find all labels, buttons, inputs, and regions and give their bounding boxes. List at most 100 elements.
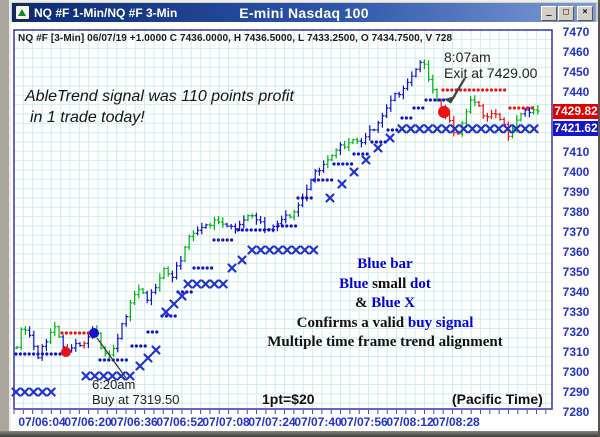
buy-pointer-line	[96, 337, 127, 379]
support-dot	[400, 116, 404, 120]
window-controls: _ □ ×	[541, 6, 593, 21]
abletrend-logo-icon	[15, 5, 30, 20]
trend-x-mark	[432, 124, 442, 134]
ohlc-bar	[334, 148, 338, 159]
ohlc-bar	[284, 210, 288, 224]
trend-x-mark	[90, 371, 100, 381]
support-dot	[205, 266, 209, 270]
trend-x-mark	[209, 279, 219, 289]
trend-x-mark	[81, 371, 91, 381]
minimize-button-icon[interactable]: _	[541, 6, 557, 21]
trend-x-mark	[406, 124, 416, 134]
ohlc-bar	[342, 141, 347, 150]
window-titlebar[interactable]: NQ #F 1-Min/NQ #F 3-Min E-mini Nasdaq 10…	[12, 3, 596, 22]
resistance-dot	[82, 331, 86, 335]
support-dot	[294, 224, 298, 228]
resistance-dot	[503, 88, 507, 92]
support-dot	[332, 162, 336, 166]
ohlc-bar	[422, 59, 427, 69]
resistance-dot	[445, 88, 449, 92]
time-axis-label: 07/06:52	[156, 415, 204, 429]
trend-x-mark	[291, 245, 301, 255]
trend-x-mark	[218, 279, 228, 289]
ohlc-bar	[296, 202, 301, 217]
ohlc-bar	[132, 290, 137, 305]
trend-x-mark	[397, 124, 407, 134]
ohlc-bar	[78, 342, 82, 347]
ohlc-bar	[384, 104, 389, 118]
trend-x-mark	[192, 279, 202, 289]
support-dot	[14, 352, 18, 356]
ohlc-bar	[536, 105, 540, 115]
price-axis-label: 7380	[562, 205, 590, 219]
ohlc-bar	[242, 215, 246, 229]
support-dot	[350, 162, 354, 166]
price-axis-label: 7310	[562, 345, 590, 359]
ohlc-bar	[401, 85, 406, 100]
support-dot	[390, 128, 394, 132]
ohlc-bar	[120, 322, 124, 340]
ohlc-bar	[317, 167, 322, 176]
support-dot	[289, 224, 293, 228]
ohlc-bar	[359, 138, 364, 148]
maximize-button-icon[interactable]: □	[558, 6, 574, 21]
support-dot	[316, 178, 320, 182]
resistance-dot	[494, 88, 498, 92]
trend-x-mark	[201, 279, 211, 289]
support-dot	[379, 140, 383, 144]
support-dot	[58, 352, 62, 356]
resistance-dot	[64, 331, 68, 335]
resistance-dot	[517, 106, 521, 110]
price-axis-label: 7360	[562, 245, 590, 259]
ohlc-bar	[300, 193, 305, 208]
support-dot	[309, 196, 313, 200]
support-dot	[296, 196, 300, 200]
resistance-dot	[472, 88, 476, 92]
support-dot	[336, 162, 340, 166]
last-price-box: 7421.62	[553, 120, 599, 136]
price-axis-label: 7330	[562, 305, 590, 319]
ohlc-bar	[519, 112, 523, 122]
time-axis-label: 07/06:04	[18, 415, 66, 429]
support-dot	[424, 98, 428, 102]
window-title: NQ #F 1-Min/NQ #F 3-Min	[34, 5, 178, 20]
support-dot	[280, 224, 284, 228]
legend-text: &	[354, 295, 372, 311]
price-axis-label: 7410	[562, 145, 590, 159]
ohlc-bar	[292, 209, 296, 221]
support-dot	[236, 228, 240, 232]
ohlc-bar	[250, 213, 254, 219]
ohlc-bar	[170, 270, 175, 283]
quote-header: NQ #F [3-Min] 06/07/19 +1.0000 C 7436.00…	[18, 33, 453, 44]
price-axis-label: 7370	[562, 225, 590, 239]
ohlc-bar	[338, 141, 343, 155]
trend-x-mark	[151, 345, 161, 355]
trend-x-mark	[325, 193, 335, 203]
time-axis-label: 07/06:20	[64, 415, 112, 429]
trend-x-mark	[29, 387, 39, 397]
support-dot	[428, 98, 432, 102]
support-dot	[412, 106, 416, 110]
support-dot	[54, 352, 58, 356]
legend-text: buy signal	[407, 314, 474, 331]
ohlc-bar	[82, 341, 86, 349]
ohlc-bar	[204, 223, 208, 229]
trend-x-mark	[143, 353, 153, 363]
close-button-icon[interactable]: ×	[577, 6, 593, 21]
support-dot	[312, 178, 316, 182]
ohlc-bar	[380, 112, 385, 128]
trend-x-mark	[300, 245, 310, 255]
ohlc-bar	[229, 224, 233, 230]
ohlc-bar	[99, 332, 103, 350]
support-dot	[361, 152, 365, 156]
ohlc-bar	[254, 212, 259, 225]
ohlc-bar	[74, 338, 78, 352]
support-dot	[249, 228, 253, 232]
ohlc-bar	[506, 121, 511, 142]
support-dot	[201, 266, 205, 270]
support-dot	[36, 352, 40, 356]
trend-x-mark	[309, 245, 319, 255]
ohlc-bar	[258, 216, 263, 224]
price-axis-label: 7290	[562, 385, 590, 399]
